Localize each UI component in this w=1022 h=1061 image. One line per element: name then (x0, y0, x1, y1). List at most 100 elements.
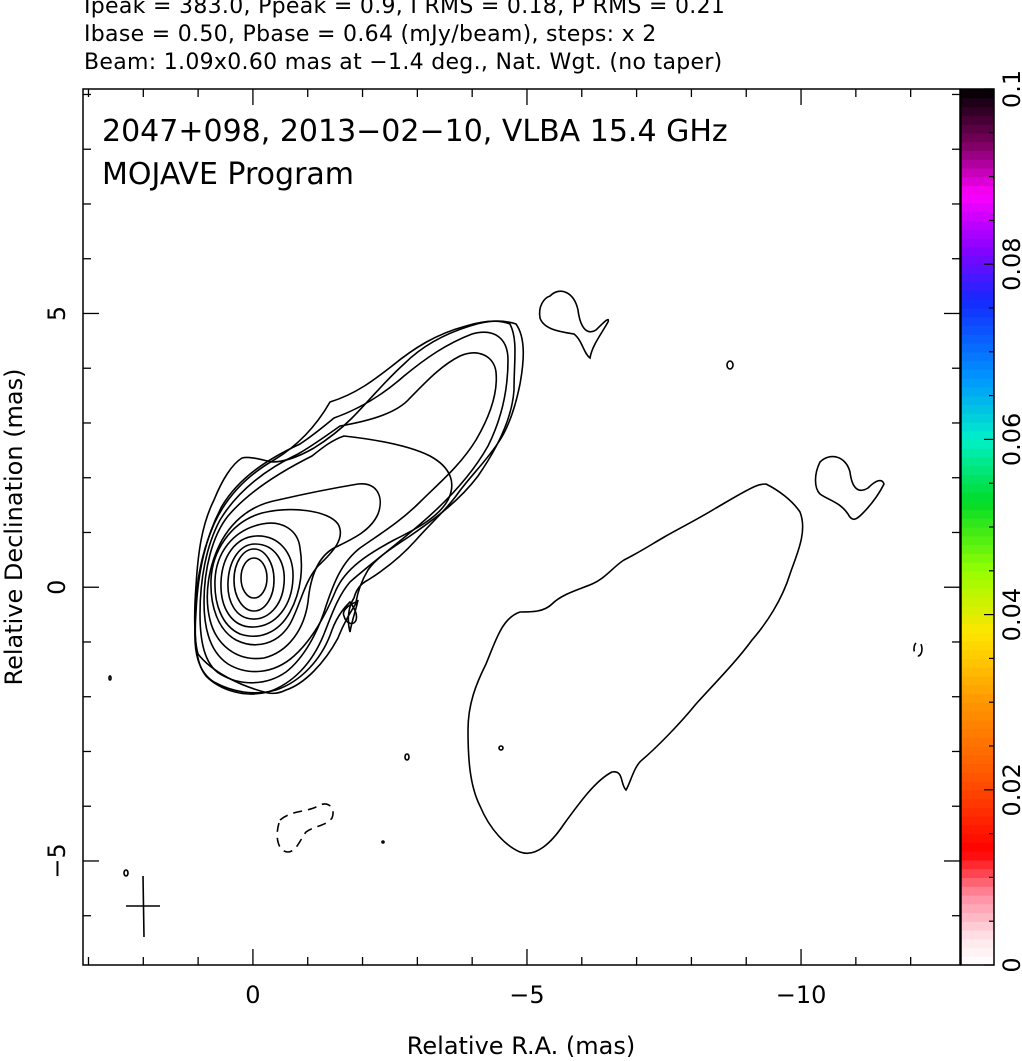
colorbar-band (961, 325, 994, 335)
contour-island-east (814, 455, 885, 521)
colorbar-band (961, 159, 994, 169)
colorbar-band (961, 474, 994, 484)
colorbar-band (961, 202, 994, 213)
colorbar-band (961, 176, 994, 186)
colorbar-band (961, 684, 994, 695)
colorbar-band (961, 299, 994, 309)
colorbar-band (961, 97, 994, 108)
colorbar-band (961, 842, 994, 852)
colorbar-band (961, 124, 994, 134)
header-line-3: Beam: 1.09x0.60 mas at −1.4 deg., Nat. W… (84, 50, 723, 75)
colorbar-band (961, 343, 994, 353)
colorbar-band (961, 430, 994, 440)
colorbar (961, 89, 994, 966)
contour-level-9 (227, 543, 285, 620)
colorbar-band (961, 413, 994, 423)
colorbar-tick-label: 0.04 (998, 588, 1022, 641)
colorbar-tick-labels: 0 0.02 0.04 0.06 0.08 0.1 (998, 70, 1022, 973)
contour-level-10 (233, 548, 275, 612)
colorbar-band (961, 938, 994, 949)
colorbar-band (961, 728, 994, 738)
header-line-1: Ipeak = 383.0, Ppeak = 0.9, I RMS = 0.18… (84, 0, 726, 19)
colorbar-band (961, 710, 994, 721)
colorbar-band (961, 509, 994, 519)
colorbar-band (961, 439, 994, 449)
colorbar-band (961, 877, 994, 887)
header-line-2: Ibase = 0.50, Pbase = 0.64 (mJy/beam), s… (84, 22, 657, 47)
colorbar-tick-label: 0.1 (998, 70, 1022, 108)
x-tick-labels: 0 −5 −10 (245, 981, 826, 1009)
colorbar-band (961, 693, 994, 703)
colorbar-ticks (984, 88, 994, 966)
colorbar-band (961, 781, 994, 791)
colorbar-band (961, 886, 994, 896)
contour-level-8 (220, 535, 294, 628)
colorbar-band (961, 640, 994, 651)
colorbar-tick-label: 0.06 (998, 413, 1022, 466)
contour-speck-1 (726, 360, 734, 370)
colorbar-band (961, 833, 994, 843)
colorbar-band (961, 623, 994, 633)
colorbar-band (961, 859, 994, 870)
y-tick-label: −5 (43, 843, 71, 878)
colorbar-band (961, 807, 994, 817)
y-tick-label: 5 (43, 306, 71, 321)
colorbar-band (961, 894, 994, 905)
colorbar-band (961, 754, 994, 765)
colorbar-band (961, 597, 994, 607)
colorbar-band (961, 702, 994, 712)
colorbar-band (961, 824, 994, 835)
colorbar-band (961, 500, 994, 511)
colorbar-band (961, 763, 994, 773)
colorbar-band (961, 404, 994, 414)
contour-speck-2 (913, 641, 923, 657)
colorbar-band (961, 719, 994, 730)
colorbar-tick-label: 0 (998, 957, 1022, 972)
colorbar-band (961, 947, 994, 957)
map-title-line-2: MOJAVE Program (102, 157, 354, 192)
colorbar-band (961, 194, 994, 204)
colorbar-band (961, 272, 994, 283)
colorbar-band (961, 570, 994, 581)
colorbar-band (961, 351, 994, 362)
colorbar-band (961, 308, 994, 318)
colorbar-band (961, 579, 994, 589)
y-axis-title: Relative Declination (mas) (0, 368, 28, 685)
colorbar-band (961, 632, 994, 642)
contour-layer (108, 290, 923, 938)
contour-level-7 (214, 522, 303, 637)
plot-frame (82, 88, 961, 966)
colorbar-band (961, 456, 994, 467)
colorbar-band (961, 246, 994, 257)
contour-diffuse-lobe (467, 483, 804, 855)
colorbar-band (961, 798, 994, 808)
colorbar-band (961, 465, 994, 476)
colorbar-band (961, 816, 994, 826)
colorbar-band (961, 675, 994, 686)
colorbar-band (961, 658, 994, 668)
contour-level-5 (206, 483, 382, 660)
colorbar-band (961, 264, 994, 274)
colorbar-band (961, 360, 994, 370)
x-tick-label: −5 (509, 981, 544, 1009)
colorbar-band (961, 605, 994, 616)
colorbar-band (961, 421, 994, 432)
colorbar-band (961, 868, 994, 878)
colorbar-band (961, 167, 994, 178)
colorbar-band (961, 737, 994, 747)
colorbar-band (961, 588, 994, 598)
colorbar-band (961, 378, 994, 388)
contour-base-jet (193, 320, 525, 695)
colorbar-band (961, 929, 994, 940)
colorbar-band (961, 851, 994, 861)
contour-level-6 (210, 508, 342, 646)
contour-level-1 (194, 320, 516, 694)
x-tick-label: 0 (245, 981, 260, 1009)
colorbar-band (961, 369, 994, 379)
colorbar-tick-label: 0.02 (998, 763, 1022, 816)
map-title-line-1: 2047+098, 2013−02−10, VLBA 15.4 GHz (102, 114, 728, 149)
colorbar-band (961, 553, 994, 563)
contour-level-2 (194, 331, 509, 695)
colorbar-band (961, 115, 994, 125)
colorbar-band (961, 518, 994, 528)
